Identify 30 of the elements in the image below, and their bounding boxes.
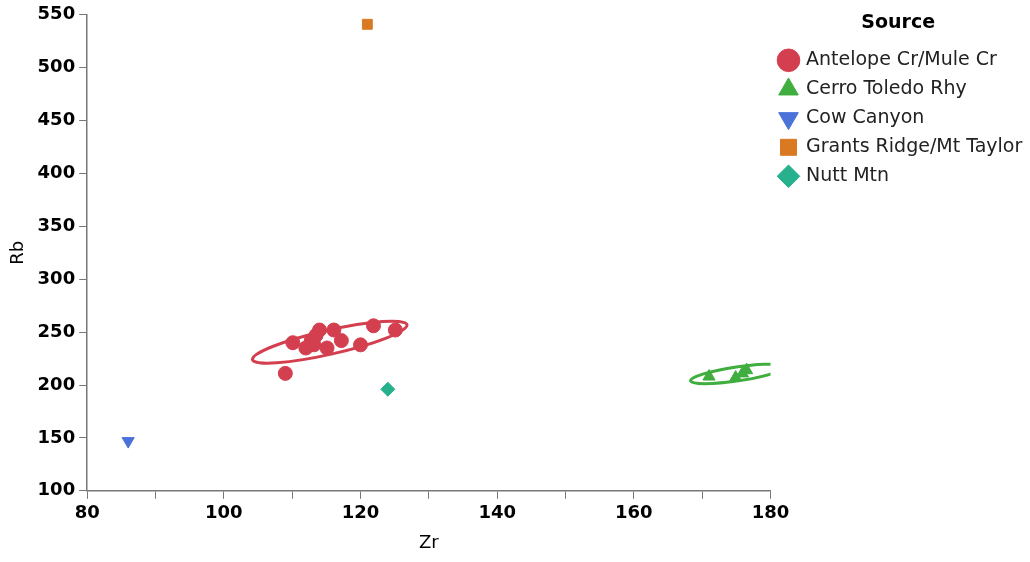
y-tick-label: 500: [37, 55, 76, 77]
point: [702, 369, 716, 381]
y-tick-label: 350: [37, 214, 76, 236]
y-tick-label: 100: [37, 478, 76, 500]
point: [333, 333, 349, 349]
x-tick-label: 80: [74, 501, 100, 523]
y-tick-label: 300: [37, 266, 76, 288]
x-tick-label: 180: [751, 501, 790, 523]
x-tick-label: 160: [615, 501, 653, 523]
x-tick-label: 100: [205, 501, 243, 523]
y-tick-label: 250: [37, 319, 76, 341]
point: [319, 340, 335, 356]
point: [380, 381, 396, 397]
y-tick-label: 150: [37, 425, 76, 447]
y-axis-title: Rb: [6, 240, 28, 265]
legend-label: Nutt Mtn: [806, 163, 890, 186]
point: [277, 365, 293, 381]
legend-label: Grants Ridge/Mt Taylor: [806, 134, 1023, 157]
legend-label: Cerro Toledo Rhy: [806, 76, 967, 99]
x-axis-title: Zr: [418, 530, 440, 552]
point: [361, 18, 373, 30]
legend-label: Antelope Cr/Mule Cr: [806, 47, 998, 70]
legend-label: Cow Canyon: [806, 105, 925, 128]
x-tick-label: 140: [478, 501, 516, 523]
y-tick-label: 400: [37, 161, 76, 183]
legend-title: Source: [861, 10, 936, 33]
y-tick-label: 200: [37, 372, 76, 394]
x-tick-label: 120: [341, 501, 380, 523]
y-tick-label: 450: [37, 108, 76, 130]
y-tick-label: 550: [37, 2, 76, 24]
